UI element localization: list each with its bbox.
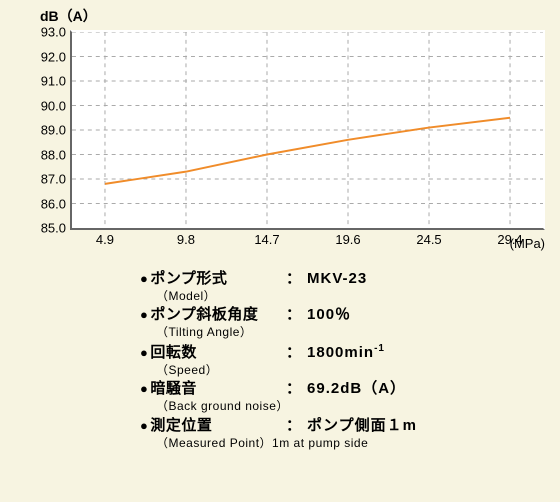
info-value: 1800min-1 bbox=[307, 343, 385, 362]
info-row: ●測定位置 ： ポンプ側面１m bbox=[140, 417, 540, 435]
info-sub-label: （Tilting Angle） bbox=[156, 325, 540, 339]
plot-background bbox=[72, 32, 543, 228]
info-block: ●ポンプ形式 ： MKV-23（Model） ●ポンプ斜板角度 ： 100％（Tiltin… bbox=[140, 270, 540, 450]
info-colon: ： bbox=[286, 380, 301, 398]
y-tick-label: 88.0 bbox=[41, 147, 66, 162]
x-tick-label: 4.9 bbox=[96, 232, 114, 247]
bullet-icon: ● bbox=[140, 345, 148, 360]
line-chart-svg bbox=[72, 32, 543, 228]
info-colon: ： bbox=[286, 417, 301, 435]
info-colon: ： bbox=[286, 344, 301, 362]
info-sub-label: （Measured Point）1m at pump side bbox=[156, 436, 540, 450]
info-label: ●回転数 bbox=[140, 344, 280, 362]
info-row: ●ポンプ形式 ： MKV-23 bbox=[140, 270, 540, 288]
info-label: ●測定位置 bbox=[140, 417, 280, 435]
y-tick-label: 93.0 bbox=[41, 25, 66, 40]
info-row: ●回転数 ： 1800min-1 bbox=[140, 343, 540, 362]
bullet-icon: ● bbox=[140, 271, 148, 286]
y-tick-label: 87.0 bbox=[41, 172, 66, 187]
x-tick-label: 9.8 bbox=[177, 232, 195, 247]
info-colon: ： bbox=[286, 270, 301, 288]
info-sub-label: （Model） bbox=[156, 289, 540, 303]
bullet-icon: ● bbox=[140, 307, 148, 322]
info-value: 69.2dB（A） bbox=[307, 380, 406, 398]
y-tick-label: 91.0 bbox=[41, 74, 66, 89]
info-label: ●ポンプ斜板角度 bbox=[140, 306, 280, 324]
x-tick-label: 19.6 bbox=[335, 232, 360, 247]
info-value: 100％ bbox=[307, 306, 351, 324]
y-axis-ticks: 93.092.091.090.089.088.087.086.085.0 bbox=[26, 32, 70, 228]
info-row: ●ポンプ斜板角度 ： 100％ bbox=[140, 306, 540, 324]
info-label: ●暗騒音 bbox=[140, 380, 280, 398]
info-sub-label: （Back ground noise） bbox=[156, 399, 540, 413]
y-axis-label: dB（A） bbox=[40, 6, 97, 26]
chart-container: dB（A） 93.092.091.090.089.088.087.086.085… bbox=[0, 0, 560, 502]
info-sub-label: （Speed） bbox=[156, 363, 540, 377]
info-value: MKV-23 bbox=[307, 270, 367, 288]
y-tick-label: 89.0 bbox=[41, 123, 66, 138]
y-tick-label: 85.0 bbox=[41, 221, 66, 236]
x-axis-ticks: 4.99.814.719.624.529.4 bbox=[72, 232, 543, 252]
info-label: ●ポンプ形式 bbox=[140, 270, 280, 288]
x-axis-label: (MPa) bbox=[510, 236, 545, 251]
x-tick-label: 24.5 bbox=[416, 232, 441, 247]
x-tick-label: 14.7 bbox=[254, 232, 279, 247]
y-tick-label: 86.0 bbox=[41, 196, 66, 211]
info-row: ●暗騒音 ： 69.2dB（A） bbox=[140, 380, 540, 398]
info-colon: ： bbox=[286, 306, 301, 324]
chart-area: 93.092.091.090.089.088.087.086.085.0 4.9… bbox=[70, 30, 545, 230]
y-tick-label: 90.0 bbox=[41, 98, 66, 113]
info-value: ポンプ側面１m bbox=[307, 417, 417, 435]
bullet-icon: ● bbox=[140, 418, 148, 433]
bullet-icon: ● bbox=[140, 381, 148, 396]
y-tick-label: 92.0 bbox=[41, 49, 66, 64]
